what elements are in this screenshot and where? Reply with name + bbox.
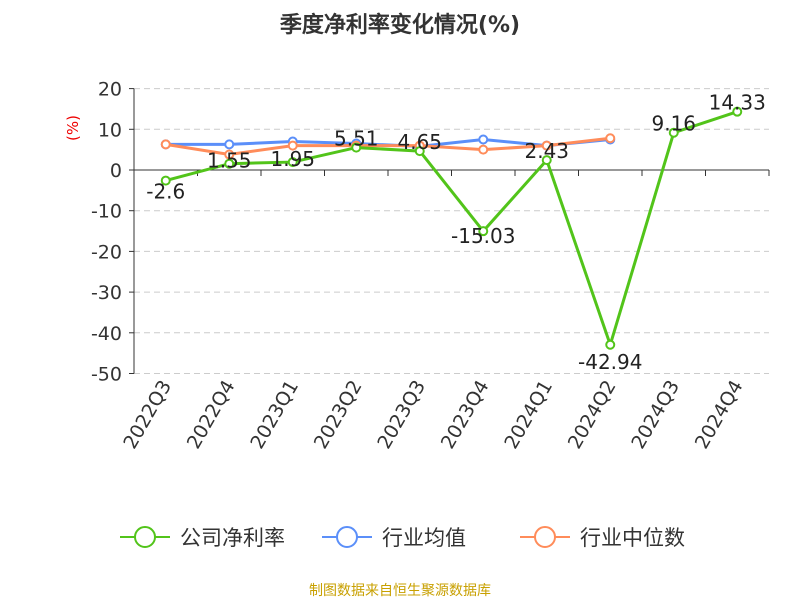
data-point bbox=[287, 140, 298, 151]
source-note: 制图数据来自恒生聚源数据库 bbox=[309, 583, 491, 599]
legend-marker bbox=[336, 526, 358, 548]
x-tick-label: 2024Q2 bbox=[564, 377, 621, 453]
data-point bbox=[478, 226, 489, 237]
data-point bbox=[605, 339, 616, 350]
y-tick-label: -40 bbox=[91, 323, 122, 345]
data-label: 14.33 bbox=[709, 91, 766, 115]
x-tick-label: 2023Q4 bbox=[437, 377, 494, 453]
data-point bbox=[541, 155, 552, 166]
data-point bbox=[605, 133, 616, 144]
y-tick-label: -20 bbox=[91, 241, 122, 263]
data-point bbox=[478, 134, 489, 145]
x-tick-label: 2023Q2 bbox=[310, 377, 367, 453]
x-tick-label: 2024Q3 bbox=[627, 377, 684, 453]
y-tick-label: -50 bbox=[91, 364, 122, 386]
data-point bbox=[478, 144, 489, 155]
data-point bbox=[414, 146, 425, 157]
data-label: 2.43 bbox=[524, 139, 569, 163]
x-tick-label: 2024Q1 bbox=[500, 377, 557, 453]
data-label: 9.16 bbox=[651, 112, 696, 136]
series-line-2 bbox=[165, 136, 611, 157]
data-point bbox=[160, 175, 171, 186]
y-tick-label: -30 bbox=[91, 282, 122, 304]
data-label: 4.65 bbox=[397, 130, 442, 154]
data-point bbox=[224, 158, 235, 169]
data-point bbox=[668, 127, 679, 138]
data-label: -42.94 bbox=[578, 350, 642, 374]
series-line-0 bbox=[165, 110, 738, 350]
data-point bbox=[351, 142, 362, 153]
legend-label: 行业均值 bbox=[382, 526, 466, 550]
x-tick-label: 2022Q4 bbox=[183, 377, 240, 453]
data-point bbox=[541, 140, 552, 151]
data-point bbox=[224, 139, 235, 150]
y-tick-label: 20 bbox=[98, 79, 122, 101]
data-point bbox=[160, 139, 171, 150]
data-label: 5.51 bbox=[334, 127, 379, 151]
data-point bbox=[287, 157, 298, 168]
x-tick-label: 2023Q3 bbox=[373, 377, 430, 453]
y-axis-label: (%) bbox=[64, 115, 82, 141]
data-point bbox=[732, 106, 743, 117]
chart-title: 季度净利率变化情况(%) bbox=[280, 12, 520, 38]
data-label: -15.03 bbox=[451, 224, 515, 248]
data-label: 1.95 bbox=[270, 147, 315, 171]
data-label: 1.55 bbox=[207, 149, 252, 173]
legend-label: 公司净利率 bbox=[180, 526, 285, 550]
legend-marker bbox=[534, 526, 556, 548]
x-tick-label: 2024Q4 bbox=[691, 377, 748, 453]
y-tick-label: 0 bbox=[110, 160, 122, 182]
data-label: -2.6 bbox=[146, 180, 185, 204]
y-tick-label: 10 bbox=[98, 119, 122, 141]
legend-marker bbox=[134, 526, 156, 548]
y-tick-label: -10 bbox=[91, 201, 122, 223]
x-tick-label: 2023Q1 bbox=[246, 377, 303, 453]
data-point bbox=[224, 149, 235, 160]
x-tick-label: 2022Q3 bbox=[119, 377, 176, 453]
legend-label: 行业中位数 bbox=[580, 526, 685, 550]
